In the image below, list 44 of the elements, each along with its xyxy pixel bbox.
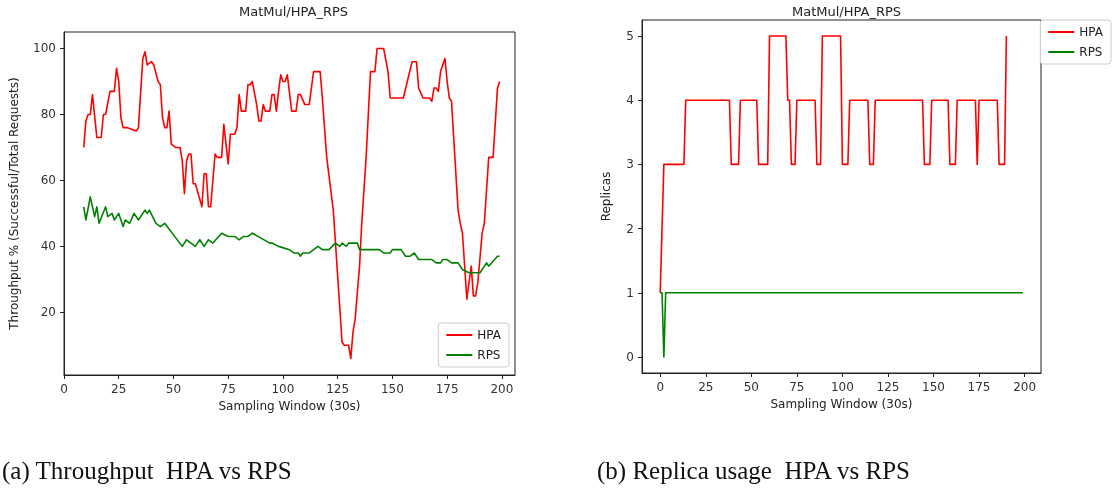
y-tick-label: 40	[40, 239, 56, 254]
x-tick-label: 125	[326, 382, 350, 396]
legend-label: RPS	[477, 348, 501, 362]
x-tick-label: 100	[830, 380, 854, 394]
y-axis-title: Throughput % (Successful/Total Requests)	[7, 77, 21, 331]
y-tick-label: 1	[626, 285, 634, 300]
x-tick-label: 175	[967, 380, 991, 394]
x-tick-label: 150	[380, 382, 404, 396]
y-axis-title: Replicas	[599, 171, 613, 222]
x-axis-title: Sampling Window (30s)	[770, 396, 913, 411]
x-tick-label: 200	[490, 382, 514, 396]
x-tick-label: 0	[656, 380, 665, 394]
x-tick-label: 0	[60, 382, 68, 396]
x-tick-label: 100	[271, 382, 295, 396]
legend-label: RPS	[1079, 45, 1103, 59]
x-tick-label: 25	[111, 382, 127, 396]
x-tick-label: 125	[876, 380, 900, 394]
y-tick-label: 5	[626, 29, 634, 44]
x-axis-title: Sampling Window (30s)	[218, 398, 361, 413]
x-tick-label: 175	[435, 382, 459, 396]
line-series	[82, 47, 501, 360]
y-tick-label: 100	[33, 41, 56, 56]
x-tick-label: 50	[165, 382, 182, 396]
x-tick-label: 25	[698, 380, 714, 394]
y-tick-label: 4	[626, 93, 634, 108]
y-tick-label: 2	[626, 221, 634, 236]
text: (a) Throughput HPA vs RPS	[2, 457, 292, 485]
x-tick-label: 200	[1013, 380, 1037, 394]
y-tick-label: 20	[40, 305, 56, 320]
legend-label: HPA	[477, 328, 502, 342]
chart-title: MatMul/HPA_RPS	[238, 4, 349, 19]
x-tick-label: 75	[220, 382, 236, 396]
y-tick-label: 60	[40, 173, 56, 188]
line-series	[82, 196, 501, 274]
line-series	[659, 35, 1008, 294]
x-tick-label: 50	[743, 380, 759, 394]
y-tick-label: 0	[626, 349, 634, 364]
legend-label: HPA	[1079, 25, 1104, 39]
y-tick-label: 80	[40, 107, 56, 122]
x-tick-label: 150	[922, 380, 945, 394]
chart-title: MatMul/HPA_RPS	[791, 4, 902, 19]
x-tick-label: 75	[789, 380, 805, 394]
y-tick-label: 3	[626, 157, 634, 172]
text: (b) Replica usage HPA vs RPS	[597, 457, 910, 485]
